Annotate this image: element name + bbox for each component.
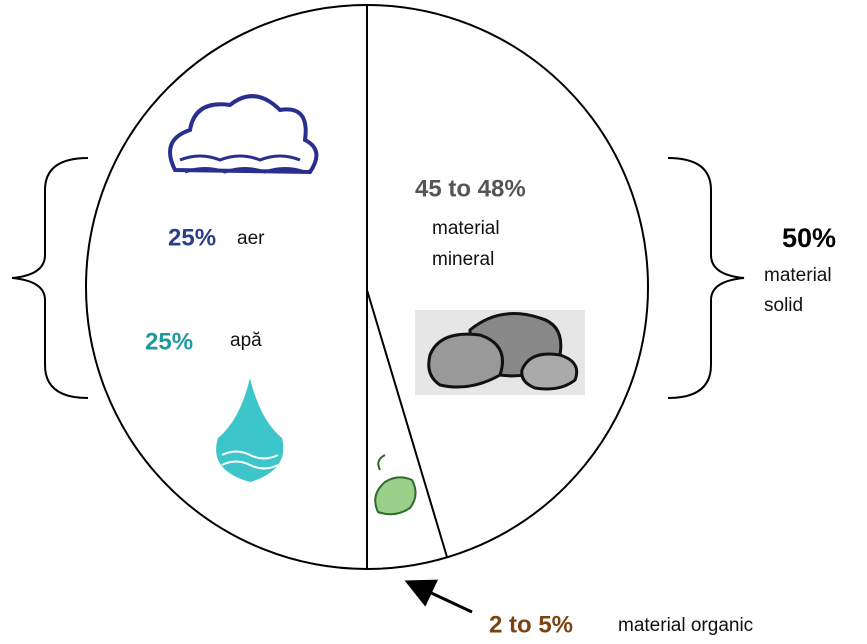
water-label: apă xyxy=(230,330,262,351)
mineral-percent: 45 to 48% xyxy=(415,175,526,202)
air-label: aer xyxy=(237,228,265,249)
solid-label: material xyxy=(764,265,832,286)
water-drop-icon xyxy=(216,378,284,482)
arrow xyxy=(404,579,473,614)
organic-label: material organic xyxy=(618,615,753,636)
air-percent: 25% xyxy=(168,224,216,251)
solid-label: solid xyxy=(764,295,803,316)
left-brace xyxy=(11,157,89,399)
cloud-icon xyxy=(168,94,319,175)
rocks-icon xyxy=(415,310,585,395)
water-percent: 25% xyxy=(145,328,193,355)
mineral-label: material xyxy=(432,218,500,239)
mineral-label: mineral xyxy=(432,249,494,270)
leaf-icon xyxy=(374,454,417,516)
solid-percent: 50% xyxy=(782,223,836,253)
organic-divider xyxy=(366,289,448,558)
organic-percent: 2 to 5% xyxy=(489,611,573,638)
right-brace xyxy=(667,157,745,399)
